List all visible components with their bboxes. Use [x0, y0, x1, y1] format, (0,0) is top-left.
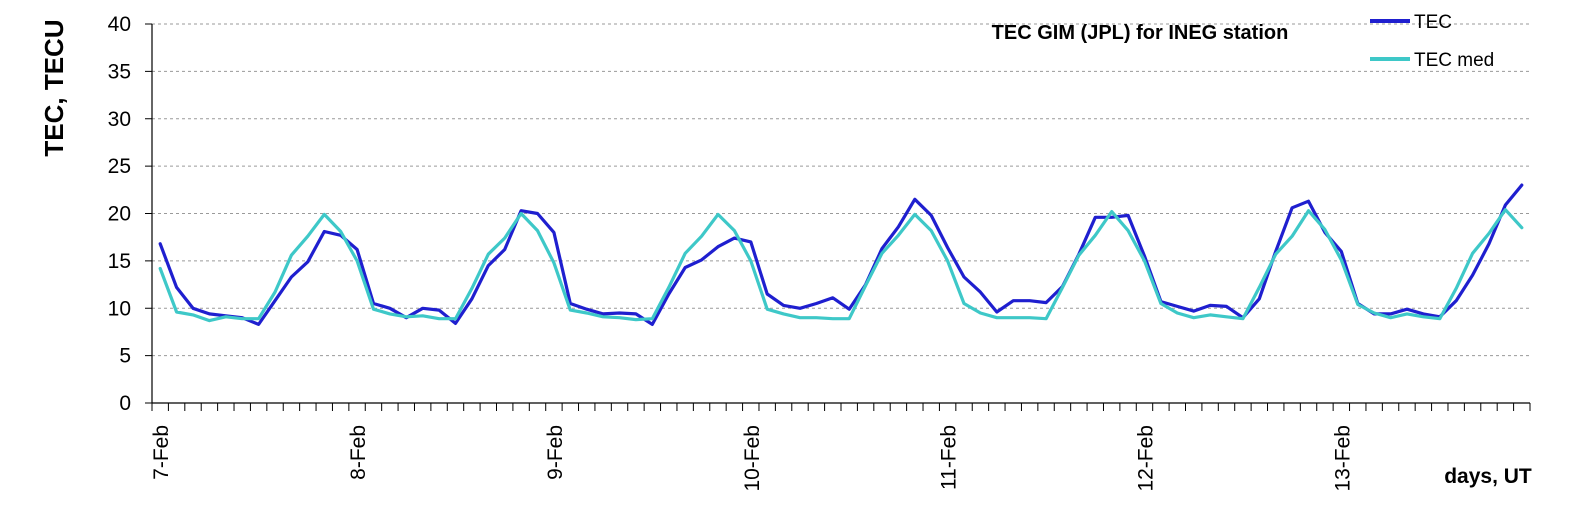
y-axis-label: TEC, TECU: [39, 19, 69, 156]
x-tick-label: 11-Feb: [938, 425, 961, 490]
y-tick-label: 0: [119, 392, 131, 415]
legend: TEC TEC med: [1370, 12, 1494, 71]
y-tick-label: 30: [108, 108, 131, 131]
x-axis-label: days, UT: [1444, 465, 1532, 488]
series-line-tec-med: [158, 208, 1524, 323]
x-tick-label: 8-Feb: [347, 425, 370, 480]
y-tick-label: 40: [108, 13, 131, 36]
axes: [145, 23, 1531, 411]
chart-title: TEC GIM (JPL) for INEG station: [992, 22, 1289, 44]
y-tick-label: 20: [108, 203, 131, 226]
x-tick-label: 10-Feb: [741, 425, 764, 492]
y-tick-label: 35: [108, 60, 131, 83]
y-tick-labels: 0 5 10 15 20 25 30 35 40: [108, 13, 131, 415]
x-tick-label: 12-Feb: [1134, 425, 1157, 492]
x-tick-label: 9-Feb: [544, 425, 567, 480]
series-line-tec: [158, 183, 1524, 326]
x-tick-label: 13-Feb: [1331, 425, 1354, 492]
legend-label-tec-med: TEC med: [1414, 50, 1494, 71]
x-tick-label: 7-Feb: [150, 425, 173, 480]
y-tick-label: 15: [108, 250, 131, 273]
legend-label-tec: TEC: [1414, 12, 1452, 33]
y-tick-label: 25: [108, 155, 131, 178]
grid-lines: [152, 23, 1530, 357]
series-lines: [158, 183, 1524, 326]
x-tick-labels: 7-Feb 8-Feb 9-Feb 10-Feb 11-Feb 12-Feb 13-Feb: [150, 425, 1354, 492]
y-tick-label: 10: [108, 297, 131, 320]
y-tick-label: 5: [119, 345, 131, 368]
